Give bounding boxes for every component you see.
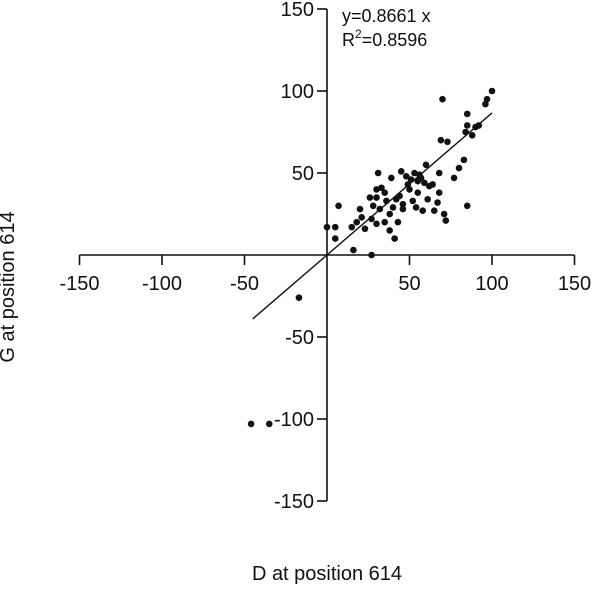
x-axis-title: D at position 614 bbox=[252, 563, 402, 585]
x-tick-label: -50 bbox=[230, 273, 259, 295]
y-tick-label: 50 bbox=[292, 163, 314, 185]
data-point bbox=[488, 87, 496, 95]
data-point bbox=[468, 131, 476, 139]
data-point bbox=[417, 174, 425, 182]
data-point bbox=[462, 128, 469, 136]
data-point bbox=[463, 202, 471, 210]
data-point bbox=[397, 168, 405, 175]
data-point bbox=[358, 213, 365, 221]
regression-equation: y=0.8661 x bbox=[342, 6, 431, 26]
labels-layer: D at position 614 G at position 614 y=0.… bbox=[0, 6, 431, 585]
data-point bbox=[399, 205, 407, 213]
data-point bbox=[424, 195, 431, 203]
data-point bbox=[407, 176, 415, 183]
data-point bbox=[388, 174, 395, 182]
data-point bbox=[460, 156, 468, 164]
data-point bbox=[366, 194, 374, 201]
y-tick-label: 150 bbox=[281, 0, 314, 21]
data-point bbox=[421, 179, 428, 187]
x-tick-label: -100 bbox=[142, 273, 182, 295]
data-point bbox=[409, 197, 417, 205]
data-point bbox=[247, 420, 255, 428]
data-point bbox=[463, 110, 471, 118]
data-point bbox=[374, 169, 382, 177]
data-point bbox=[463, 122, 471, 129]
x-tick-label: -150 bbox=[59, 273, 99, 295]
y-axis-title: G at position 614 bbox=[0, 211, 19, 362]
data-point bbox=[430, 207, 438, 215]
data-point bbox=[368, 251, 375, 259]
data-point bbox=[361, 225, 369, 233]
data-point bbox=[442, 217, 450, 224]
data-point bbox=[435, 169, 443, 177]
data-point bbox=[381, 218, 389, 226]
data-point bbox=[455, 164, 463, 172]
data-point bbox=[414, 189, 422, 196]
data-point bbox=[331, 223, 339, 231]
data-point bbox=[396, 192, 403, 200]
axes-layer: -150 -100 -50 50 100 150 150 100 50 -50 -100 -150 bbox=[59, 0, 591, 513]
points-layer bbox=[247, 87, 496, 428]
data-point bbox=[444, 138, 451, 146]
x-tick-label: 50 bbox=[398, 273, 420, 295]
r-squared-base: R bbox=[342, 30, 355, 50]
data-point bbox=[373, 220, 380, 228]
data-point bbox=[353, 218, 361, 226]
data-point bbox=[450, 174, 458, 182]
r-squared-value: =0.8596 bbox=[362, 30, 428, 50]
data-point bbox=[335, 202, 342, 210]
data-point bbox=[439, 95, 446, 103]
data-point bbox=[483, 95, 491, 103]
data-point bbox=[373, 194, 380, 201]
data-point bbox=[440, 210, 448, 218]
x-tick-label: 150 bbox=[558, 273, 591, 295]
data-point bbox=[373, 186, 380, 193]
y-tick-label: -50 bbox=[285, 327, 314, 349]
data-point bbox=[412, 204, 420, 211]
data-point bbox=[378, 184, 385, 192]
data-point bbox=[419, 207, 427, 215]
data-point bbox=[399, 200, 407, 208]
data-point bbox=[389, 204, 397, 211]
data-point bbox=[435, 189, 443, 196]
data-point bbox=[394, 218, 402, 226]
data-point bbox=[381, 189, 389, 196]
data-point bbox=[402, 172, 410, 180]
r-squared-label: R2=0.8596 bbox=[342, 27, 427, 50]
data-point bbox=[422, 161, 430, 169]
data-point bbox=[383, 197, 390, 205]
y-tick-label: 100 bbox=[281, 81, 314, 103]
data-point bbox=[295, 294, 303, 301]
r-squared-exp: 2 bbox=[355, 27, 362, 41]
data-point bbox=[368, 215, 375, 223]
data-point bbox=[386, 227, 394, 234]
data-point bbox=[350, 246, 357, 254]
data-point bbox=[434, 199, 441, 206]
data-point bbox=[348, 223, 356, 231]
data-point bbox=[475, 122, 483, 129]
data-point bbox=[406, 186, 413, 193]
data-point bbox=[376, 205, 384, 213]
y-tick-label: -150 bbox=[274, 491, 314, 513]
data-point bbox=[391, 235, 398, 242]
data-point bbox=[323, 223, 331, 231]
data-point bbox=[429, 181, 436, 188]
data-point bbox=[265, 420, 273, 428]
data-point bbox=[356, 205, 364, 213]
data-point bbox=[386, 210, 394, 218]
data-point bbox=[331, 235, 339, 242]
data-point bbox=[369, 202, 377, 210]
data-point bbox=[437, 136, 445, 144]
x-tick-label: 100 bbox=[475, 273, 508, 295]
y-tick-label: -100 bbox=[274, 409, 314, 431]
